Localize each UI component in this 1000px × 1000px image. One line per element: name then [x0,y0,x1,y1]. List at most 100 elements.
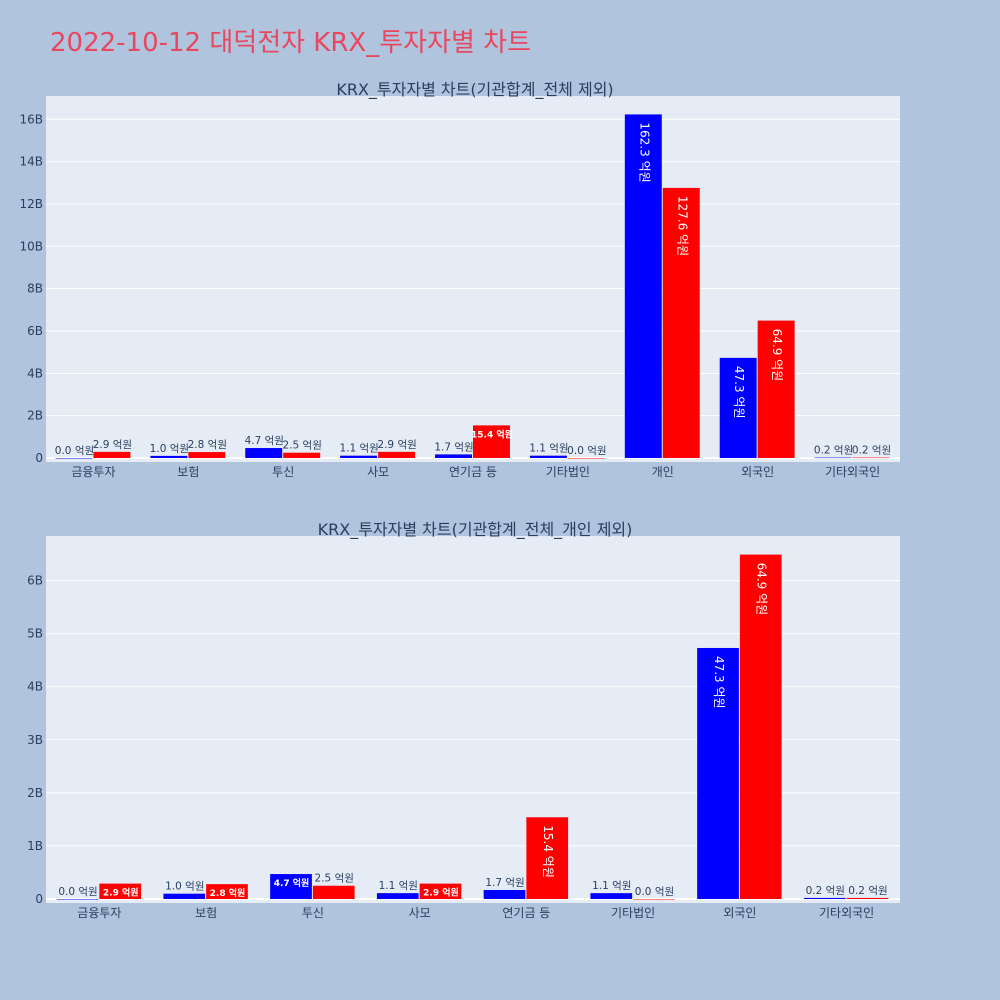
data-label: 47.3 억원 [712,656,726,709]
bar-a [590,893,633,899]
bar-b [526,817,569,899]
chart-title-2: KRX_투자자별 차트(기관합계_전체_개인 제외) [318,520,633,540]
x-tick-label: 투신 [302,906,324,920]
page-title: 2022-10-12 대덕전자 KRX_투자자별 차트 [50,28,532,58]
data-label: 0.0 억원 [635,886,674,898]
bar-a [270,874,312,899]
data-label: 2.8 억원 [210,887,246,899]
x-tick-label: 연기금 등 [449,465,497,479]
bar-b [283,452,321,458]
data-label: 1.1 억원 [592,880,631,892]
data-label: 1.7 억원 [434,441,473,453]
data-label: 2.9 억원 [103,887,139,899]
x-tick-label: 기타법인 [546,465,590,479]
x-tick-label: 금융투자 [77,906,121,920]
data-label: 1.7 억원 [485,877,524,889]
x-tick-label: 기타외국인 [825,465,880,479]
data-label: 2.9 억원 [93,439,132,451]
bar-a [340,455,378,458]
y-tick-label: 16B [19,112,43,126]
x-tick-label: 금융투자 [71,465,115,479]
bar-a [803,897,846,899]
y-tick-label: 0 [35,892,43,906]
data-label: 64.9 억원 [755,563,769,616]
bar-a [56,899,99,900]
data-label: 0.0 억원 [567,445,606,457]
y-tick-label: 4B [27,366,43,380]
bar-b [739,554,782,899]
bar-a [435,454,472,458]
x-tick-label: 연기금 등 [502,906,550,920]
bar-b [188,452,226,458]
bar-b [473,425,510,458]
data-label: 47.3 억원 [732,366,746,419]
data-label: 0.0 억원 [55,445,94,457]
y-tick-label: 4B [27,680,43,694]
x-tick-label: 보험 [177,465,199,479]
bar-a [814,457,852,459]
bar-a [163,893,206,899]
y-tick-label: 2B [27,786,43,800]
bar-b [206,884,248,899]
bar-b [93,451,131,458]
bar-b [757,320,795,458]
chart-title-1: KRX_투자자별 차트(기관합계_전체 제외) [336,80,613,100]
data-label: 0.0 억원 [58,886,97,898]
bar-b [99,883,142,899]
x-tick-label: 투신 [272,465,294,479]
x-tick-label: 보험 [195,906,217,920]
y-tick-label: 10B [19,239,43,253]
bar-a [529,455,567,458]
x-tick-label: 외국인 [741,465,774,479]
x-tick-label: 기타외국인 [819,906,874,920]
bar-a [719,357,757,458]
bar-a [150,455,188,458]
data-label: 1.1 억원 [379,880,418,892]
data-label: 0.2 억원 [806,885,845,897]
data-label: 1.0 억원 [150,443,189,455]
bar-a [624,114,662,458]
y-tick-label: 8B [27,282,43,296]
data-label: 0.2 억원 [852,445,891,457]
data-label: 127.6 억원 [675,196,689,256]
y-tick-label: 6B [27,324,43,338]
data-label: 1.0 억원 [165,881,204,893]
y-tick-label: 1B [27,839,43,853]
data-label: 15.4 억원 [541,825,555,878]
x-tick-label: 사모 [409,906,431,920]
data-label: 162.3 억원 [637,122,651,182]
bar-a [483,889,526,899]
y-tick-label: 12B [19,197,43,211]
data-label: 2.8 억원 [188,439,227,451]
bar-b [846,897,889,899]
bar-b [633,899,675,900]
bar-b [312,885,355,899]
bar-a [697,647,739,899]
y-tick-label: 6B [27,574,43,588]
bar-a [245,448,283,458]
data-label: 1.1 억원 [339,443,378,455]
data-label: 0.2 억원 [814,445,853,457]
data-label: 2.5 억원 [283,440,322,452]
data-label: 2.9 억원 [377,439,416,451]
x-tick-label: 개인 [652,465,674,479]
bar-b [662,187,700,458]
y-tick-label: 3B [27,733,43,747]
bar-a [55,458,93,459]
data-label: 15.4 억원 [471,428,513,440]
data-label: 4.7 억원 [245,435,284,447]
data-label: 0.2 억원 [848,885,887,897]
data-label: 2.5 억원 [315,873,354,885]
x-tick-label: 외국인 [723,906,756,920]
x-tick-label: 사모 [367,465,389,479]
bar-a [376,893,419,899]
data-label: 4.7 억원 [274,877,310,889]
y-tick-label: 0 [35,451,43,465]
data-label: 1.1 억원 [529,443,568,455]
data-label: 64.9 억원 [770,329,784,382]
y-tick-label: 2B [27,409,43,423]
y-tick-label: 5B [27,627,43,641]
data-label: 2.9 억원 [423,887,459,899]
x-tick-label: 기타법인 [611,906,655,920]
